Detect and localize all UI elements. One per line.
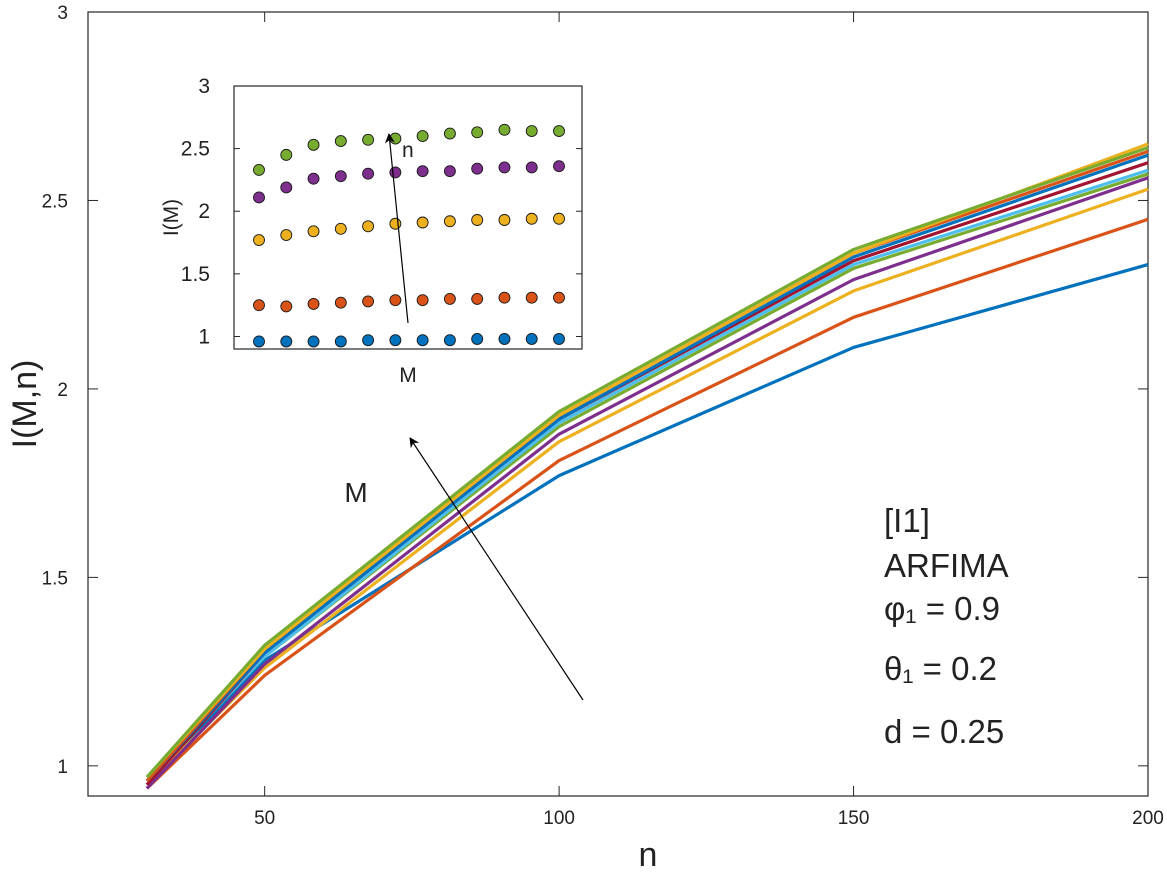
inset-point-s2 bbox=[553, 291, 565, 304]
inset-y-tick-label: 1.5 bbox=[181, 263, 210, 286]
x-tick-label: 200 bbox=[1132, 808, 1164, 829]
main-axes-box bbox=[87, 11, 1149, 797]
inset-y-tick-label: 2 bbox=[198, 200, 210, 223]
inset-point-s1 bbox=[307, 335, 320, 348]
inset-point-s1 bbox=[389, 334, 402, 347]
inset-point-s2 bbox=[498, 291, 511, 304]
inset-point-s4 bbox=[553, 160, 565, 173]
inset-point-s4 bbox=[443, 165, 456, 178]
n-arrow-label: n bbox=[402, 139, 414, 162]
inset-point-s4 bbox=[307, 172, 320, 185]
inset-point-s1 bbox=[498, 333, 511, 345]
inset-point-s1 bbox=[443, 334, 456, 347]
inset-point-s5 bbox=[553, 125, 565, 138]
inset-point-s4 bbox=[280, 181, 293, 194]
x-tick-label: 100 bbox=[543, 808, 575, 829]
inset-point-s2 bbox=[362, 295, 375, 308]
inset-point-s1 bbox=[334, 335, 347, 348]
inset-point-s5 bbox=[416, 130, 429, 143]
inset-point-s3 bbox=[498, 214, 511, 226]
inset-point-s3 bbox=[389, 217, 402, 230]
inset-point-s5 bbox=[253, 163, 265, 176]
inset-y-tick-label: 1 bbox=[198, 325, 210, 348]
inset-point-s3 bbox=[443, 215, 456, 228]
x-tick-label: 50 bbox=[254, 808, 275, 829]
annotation-theta: θ₁ = 0.2 bbox=[884, 650, 997, 687]
inset-point-s3 bbox=[334, 222, 347, 235]
inset-point-s4 bbox=[416, 165, 429, 178]
inset-point-s2 bbox=[280, 300, 293, 313]
inset-y-tick-label: 3 bbox=[198, 75, 210, 98]
inset-point-s1 bbox=[362, 334, 375, 347]
m-arrow-label: M bbox=[344, 477, 367, 508]
y-axis-title: I(M,n) bbox=[6, 360, 44, 449]
m-direction-arrow bbox=[409, 437, 584, 701]
inset-point-s1 bbox=[471, 333, 484, 345]
inset-point-s5 bbox=[443, 127, 456, 140]
annotation-tag: [I1] bbox=[884, 502, 930, 539]
inset-point-s5 bbox=[471, 126, 484, 139]
inset-point-s4 bbox=[471, 162, 484, 175]
inset-point-s2 bbox=[307, 297, 320, 310]
inset-point-s3 bbox=[525, 212, 538, 225]
inset-point-s4 bbox=[253, 191, 265, 204]
y-tick-label: 1 bbox=[57, 757, 68, 778]
inset-point-s2 bbox=[471, 292, 484, 305]
n-direction-arrow bbox=[384, 133, 409, 324]
inset-point-s2 bbox=[334, 296, 347, 309]
y-tick-label: 1.5 bbox=[42, 568, 68, 589]
inset-point-s5 bbox=[362, 133, 375, 146]
y-tick-label: 2 bbox=[57, 380, 68, 401]
inset-point-s1 bbox=[253, 335, 265, 348]
inset-point-s1 bbox=[280, 335, 293, 348]
series-line-1 bbox=[145, 262, 1149, 786]
series-line-4 bbox=[145, 176, 1149, 790]
inset-point-s5 bbox=[498, 123, 511, 136]
inset-point-s4 bbox=[525, 161, 538, 174]
main-plot: 50 100 150 200 1 1.5 2 2.5 3 n I(M,n) M bbox=[6, 3, 1164, 874]
y-tick-label: 3 bbox=[57, 3, 68, 24]
series-line-2 bbox=[145, 217, 1149, 790]
inset-point-s2 bbox=[253, 299, 265, 312]
series-line-8 bbox=[145, 153, 1149, 783]
annotation-phi: φ₁ = 0.9 bbox=[884, 590, 1000, 627]
inset-point-s3 bbox=[416, 216, 429, 229]
inset-point-s4 bbox=[362, 167, 375, 180]
inset-point-s1 bbox=[416, 334, 429, 347]
inset-plot: 1 1.5 2 2.5 3 M I(M) n bbox=[160, 75, 583, 387]
inset-point-s3 bbox=[362, 220, 375, 233]
inset-point-s4 bbox=[498, 161, 511, 174]
y-tick-label: 2.5 bbox=[42, 191, 68, 212]
inset-point-s4 bbox=[334, 170, 347, 183]
inset-point-s3 bbox=[253, 234, 265, 246]
series-line-11 bbox=[145, 146, 1149, 779]
annotation-model: ARFIMA bbox=[884, 547, 1009, 584]
inset-point-s2 bbox=[525, 291, 538, 304]
inset-point-s3 bbox=[553, 212, 565, 225]
inset-point-s3 bbox=[307, 225, 320, 238]
inset-point-s2 bbox=[416, 294, 429, 307]
inset-point-s5 bbox=[334, 135, 347, 148]
inset-point-s5 bbox=[389, 132, 402, 145]
inset-x-axis-title: M bbox=[399, 364, 417, 387]
inset-point-s1 bbox=[525, 333, 538, 345]
inset-point-s3 bbox=[471, 214, 484, 226]
inset-point-s5 bbox=[280, 148, 293, 161]
inset-point-s3 bbox=[280, 229, 293, 241]
inset-point-s5 bbox=[525, 125, 538, 138]
x-tick-label: 150 bbox=[838, 808, 870, 829]
annotation-d: d = 0.25 bbox=[884, 713, 1004, 750]
inset-point-s2 bbox=[389, 294, 402, 307]
inset-point-s1 bbox=[553, 333, 565, 345]
inset-point-s4 bbox=[389, 166, 402, 179]
inset-point-s2 bbox=[443, 292, 456, 305]
inset-point-s5 bbox=[307, 138, 320, 151]
x-axis-title: n bbox=[639, 836, 658, 874]
inset-y-tick-label: 2.5 bbox=[181, 138, 210, 161]
inset-y-axis-title: I(M) bbox=[160, 199, 183, 236]
parameter-annotation: [I1] ARFIMA φ₁ = 0.9 θ₁ = 0.2 d = 0.25 bbox=[884, 502, 1009, 750]
